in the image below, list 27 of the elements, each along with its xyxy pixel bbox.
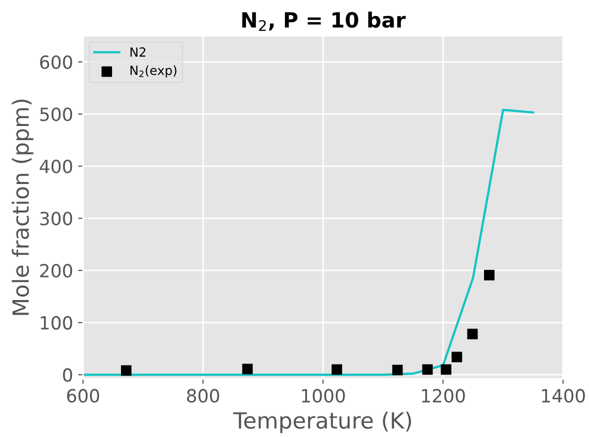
point — [332, 364, 342, 375]
point — [484, 270, 495, 280]
y-tick-label: 300 — [40, 212, 72, 226]
x-tick-label: 800 — [187, 388, 220, 403]
point — [120, 365, 132, 376]
chart-title: N$_{2}$, P = 10 bar — [242, 12, 406, 31]
y-tick-label: 600 — [40, 55, 72, 70]
x-tick-label: 1400 — [542, 388, 585, 403]
y-tick-label: 200 — [40, 264, 72, 278]
x-axis-title: Temperature (K) — [233, 412, 412, 434]
y-tick-label: 100 — [40, 316, 72, 330]
point — [242, 364, 253, 374]
line-series — [83, 108, 534, 376]
legend-label: N2 — [130, 47, 146, 57]
point — [392, 364, 403, 376]
y-tick-label: 500 — [40, 107, 72, 122]
x-tick-label: 600 — [67, 388, 100, 403]
point — [452, 352, 462, 362]
legend-label: N$_{2}$(exp) — [130, 65, 176, 78]
y-tick-label: 400 — [40, 160, 72, 174]
y-tick-label: 0 — [63, 368, 72, 382]
x-tick-label: 1200 — [422, 388, 465, 403]
y-axis-title: Mole fraction (ppm) — [12, 100, 34, 315]
point — [467, 328, 478, 340]
point — [422, 364, 433, 375]
point — [440, 364, 452, 375]
x-tick-label: 1000 — [302, 388, 345, 403]
